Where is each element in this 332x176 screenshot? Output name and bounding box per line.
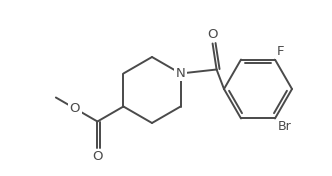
Text: N: N <box>176 67 186 80</box>
Text: Br: Br <box>278 120 292 133</box>
Text: F: F <box>277 45 285 58</box>
Text: O: O <box>207 27 218 40</box>
Text: O: O <box>92 150 103 164</box>
Text: O: O <box>70 102 80 115</box>
